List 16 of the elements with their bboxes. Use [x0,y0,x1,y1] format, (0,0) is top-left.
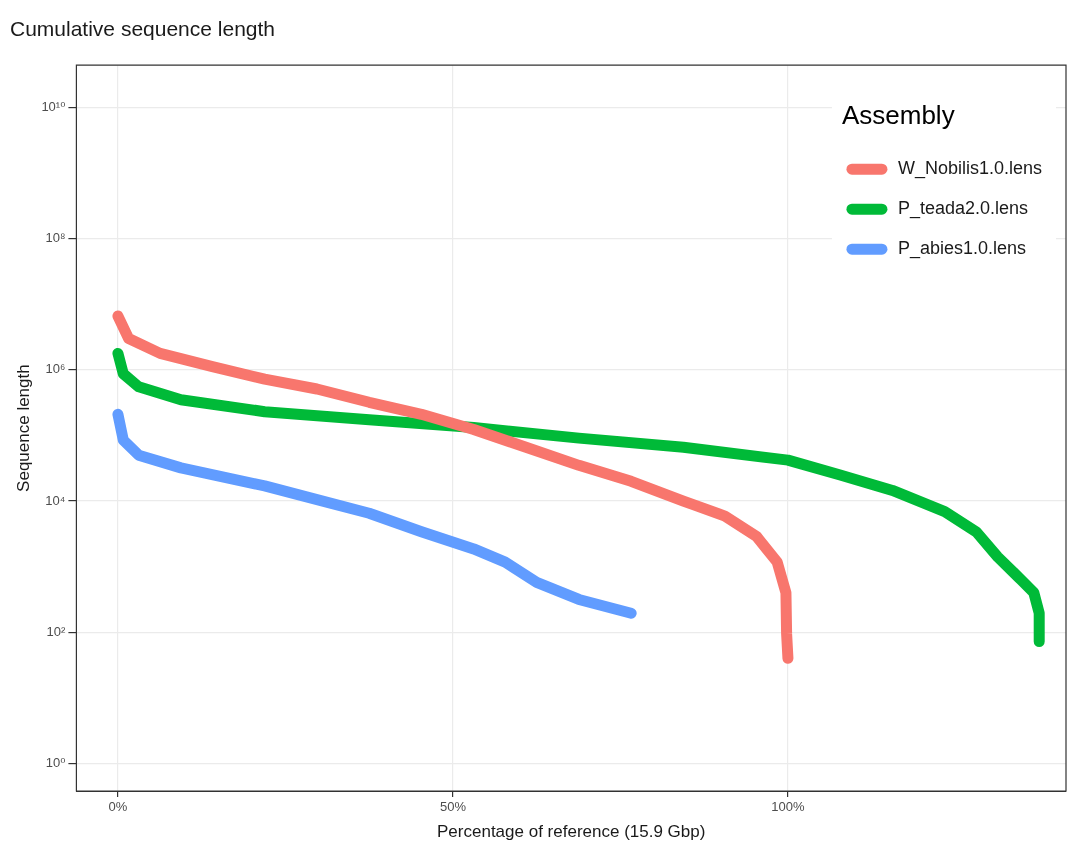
legend-title: Assembly [841,100,955,131]
legend-label: P_teada2.0.lens [897,198,1029,220]
x-axis-title: Percentage of reference (15.9 Gbp) [437,822,706,842]
chart-title: Cumulative sequence length [10,17,276,41]
y-tick-label: 10⁴ [45,492,66,508]
y-tick-label: 10² [46,623,67,639]
x-tick-label: 50% [439,799,467,815]
y-tick-label: 10⁶ [45,361,66,377]
y-axis-title: Sequence length [13,364,33,492]
legend-label: W_Nobilis1.0.lens [897,158,1042,180]
y-tick-label: 10⁰ [45,755,66,771]
legend-label: P_abies1.0.lens [897,238,1027,260]
x-tick-label: 100% [771,799,806,815]
y-tick-label: 10¹⁰ [41,98,66,114]
y-tick-label: 10⁸ [45,230,66,246]
x-tick-label: 0% [108,799,128,815]
